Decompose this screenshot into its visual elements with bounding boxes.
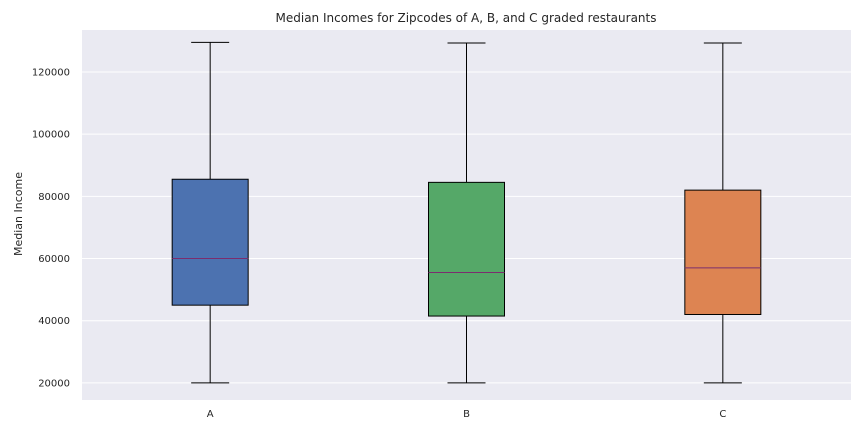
box-iqr [171, 178, 249, 306]
box-C [684, 42, 762, 384]
box-iqr [684, 189, 762, 315]
y-tick-label: 20000 [38, 378, 70, 389]
x-tick-label: C [719, 409, 726, 420]
y-tick-label: 100000 [32, 130, 70, 141]
y-tick-label: 80000 [38, 192, 70, 203]
chart-title: Median Incomes for Zipcodes of A, B, and… [276, 11, 657, 25]
y-tick-label: 60000 [38, 254, 70, 265]
box-A [171, 41, 249, 384]
y-axis-ticks: 20000 40000 60000 80000 100000 120000 [32, 67, 70, 389]
x-tick-label: A [207, 409, 214, 420]
y-tick-label: 120000 [32, 67, 70, 78]
box-iqr [428, 181, 505, 317]
x-axis-ticks: A B C [207, 409, 727, 420]
box-B [428, 42, 505, 384]
x-tick-label: B [463, 409, 470, 420]
y-tick-label: 40000 [38, 316, 70, 327]
boxes [171, 41, 762, 384]
y-axis-label: Median Income [12, 172, 25, 256]
